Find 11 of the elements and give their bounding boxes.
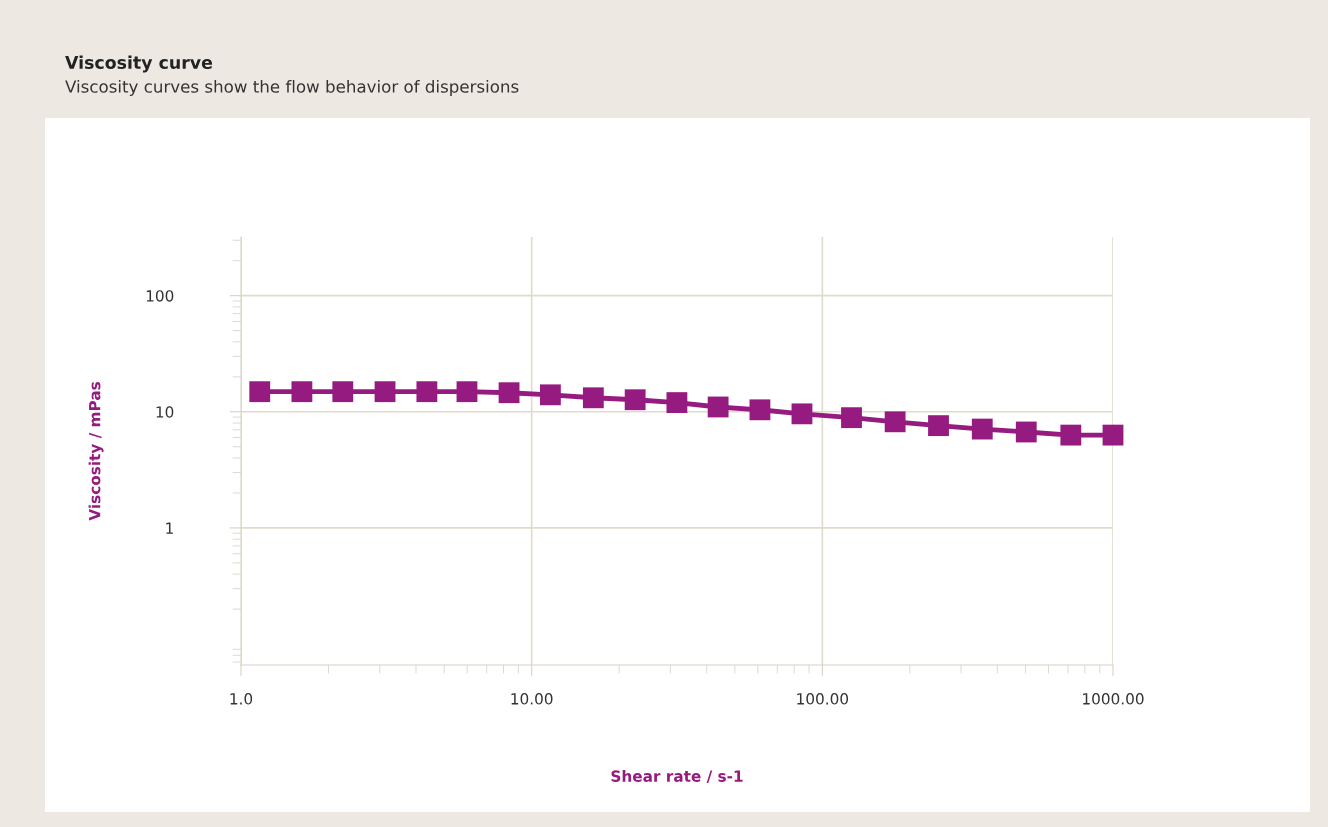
chart-title: Viscosity curve — [65, 55, 213, 73]
x-tick-label: 100.00 — [797, 693, 849, 705]
y-tick-label: 1 — [166, 522, 173, 534]
x-tick-label: 1000.00 — [1083, 693, 1144, 705]
y-tick-label: 10 — [156, 406, 174, 418]
x-tick-label: 1.0 — [230, 693, 253, 705]
y-tick-label: 100 — [146, 290, 174, 302]
x-tick-label: 10.00 — [511, 693, 553, 705]
chart-subtitle: Viscosity curves show the flow behavior of dispersions — [65, 79, 519, 97]
x-axis-title: Shear rate / s-1 — [611, 770, 743, 784]
y-axis-title: Viscosity / mPas — [88, 382, 104, 521]
